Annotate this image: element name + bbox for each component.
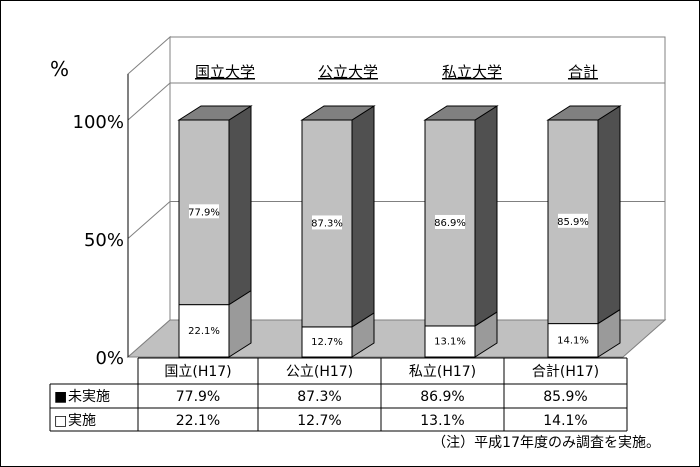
table-category-cell: 公立(H17)	[286, 364, 353, 380]
bar-value-label: 77.9%	[188, 207, 220, 218]
bar-top	[177, 105, 253, 121]
gridlines	[127, 82, 665, 239]
bar-value-label: 22.1%	[188, 326, 220, 337]
bar-label-bg	[558, 213, 588, 228]
bar-value-label: 86.9%	[434, 218, 466, 229]
gridline	[127, 82, 665, 121]
y-tick-0: 0%	[95, 348, 124, 369]
category-top-label: 合計	[568, 63, 598, 81]
table-value-cell: 12.7%	[297, 413, 341, 429]
table-category-cell: 私立(H17)	[409, 364, 476, 380]
bar-side	[597, 105, 621, 325]
bar-side	[228, 105, 252, 306]
bar-top	[423, 105, 499, 121]
data-table: 国立(H17) 公立(H17) 私立(H17) 合計(H17) ■ 未実施 77.9% 87.…	[49, 357, 628, 432]
bar-label-bg	[189, 322, 219, 337]
table-value-cell: 13.1%	[420, 413, 464, 429]
bars-group: 22.1% 77.9% 12.7% 87.3% 13.1% 86.9% 14.1% 85.9%	[177, 105, 622, 358]
category-top-label: 公立大学	[318, 63, 378, 81]
bar-label-bg	[435, 333, 465, 348]
table-value-cell: 85.9%	[543, 389, 587, 405]
bar-side	[474, 105, 498, 327]
y-tick-100: 100%	[73, 112, 124, 133]
bar-label-bg	[312, 215, 342, 230]
gridline	[127, 201, 665, 239]
category-top-label: 私立大学	[442, 63, 502, 81]
bar-top	[300, 105, 376, 121]
table-category-cell: 合計(H17)	[532, 364, 599, 380]
bar-value-label: 13.1%	[434, 336, 466, 347]
plot-side-wall	[127, 35, 171, 359]
legend-marker: ■	[54, 389, 67, 405]
legend-marker: □	[54, 413, 67, 429]
bar-label-bg	[189, 204, 219, 219]
table-category-cell: 国立(H17)	[164, 364, 231, 380]
bar-label-bg	[312, 333, 342, 348]
table-value-cell: 77.9%	[176, 389, 220, 405]
bar-value-label: 12.7%	[311, 337, 343, 348]
bar-label-bg	[558, 332, 588, 347]
bar-value-label: 85.9%	[557, 217, 589, 228]
table-value-cell: 87.3%	[297, 389, 341, 405]
table-row-label: 実施	[68, 413, 96, 429]
table-value-cell: 22.1%	[176, 413, 220, 429]
y-axis-unit: %	[50, 57, 69, 81]
footnote: （注）平成17年度のみ調査を実施。	[432, 435, 660, 451]
table-row-label: 未実施	[68, 389, 110, 405]
table-value-cell: 86.9%	[420, 389, 464, 405]
bar-label-bg	[435, 214, 465, 229]
category-top-label: 国立大学	[195, 63, 255, 81]
bar-value-label: 14.1%	[557, 335, 589, 346]
bar-side	[351, 105, 375, 328]
bar-top	[546, 105, 622, 121]
table-value-cell: 14.1%	[543, 413, 587, 429]
bar-value-label: 87.3%	[311, 218, 343, 229]
y-tick-50: 50%	[84, 230, 124, 251]
